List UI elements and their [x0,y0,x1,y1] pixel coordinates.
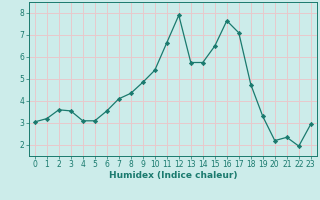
X-axis label: Humidex (Indice chaleur): Humidex (Indice chaleur) [108,171,237,180]
